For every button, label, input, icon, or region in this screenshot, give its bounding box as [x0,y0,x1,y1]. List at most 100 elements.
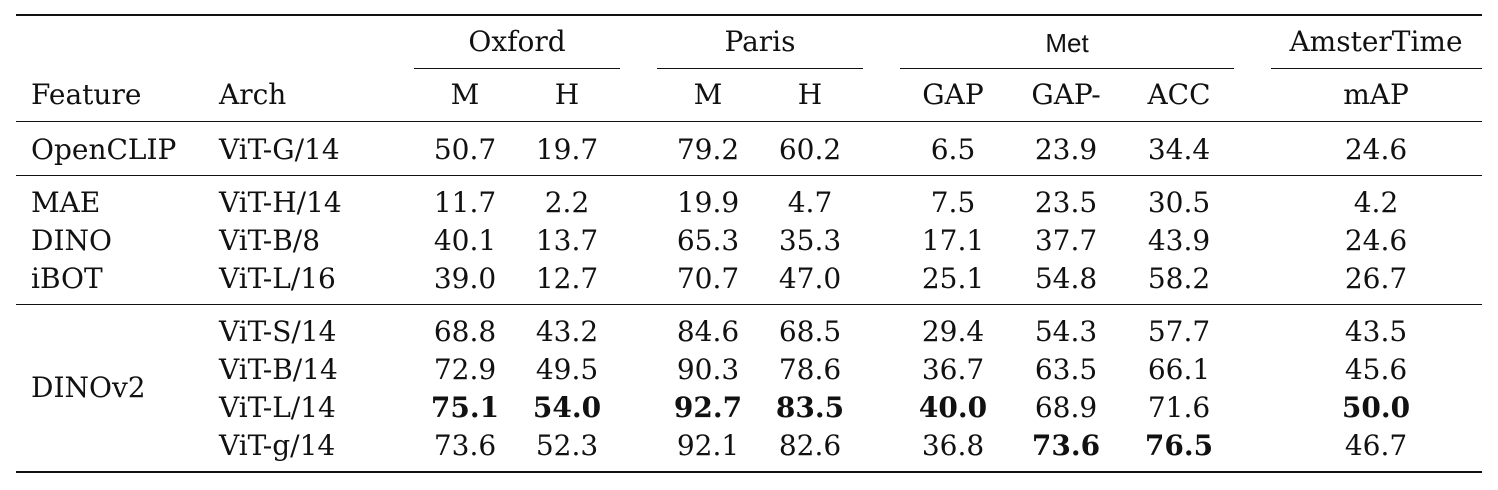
value-cell-met-gap-minus: 54.8 [1034,262,1098,295]
value-cell-met-acc: 76.5 [1144,429,1214,462]
value-cell-paris-m: 84.6 [676,315,740,348]
value-cell-met-gap-minus: 63.5 [1034,353,1098,386]
value-cell-paris-h: 78.6 [778,353,842,386]
value-cell-oxford-h: 19.7 [535,133,599,166]
feature-cell: OpenCLIP [31,133,177,166]
column-header-met-gap: GAP [922,78,984,111]
value-cell-paris-m: 19.9 [676,186,740,219]
value-cell-paris-m: 70.7 [676,262,740,295]
value-cell-oxford-m: 40.1 [433,224,497,257]
column-header-met-acc: ACC [1147,78,1211,111]
value-cell-amstertime-map: 43.5 [1344,315,1408,348]
arch-cell: ViT-B/14 [219,353,338,386]
value-cell-paris-m: 90.3 [676,353,740,386]
value-cell-oxford-h: 52.3 [535,429,599,462]
arch-cell: ViT-H/14 [219,186,342,219]
value-cell-met-gap-minus: 73.6 [1031,429,1101,462]
amstertime-cmidrule [1271,68,1482,69]
group-header-met: Met [1045,28,1089,58]
value-cell-met-gap-minus: 54.3 [1034,315,1098,348]
paris-cmidrule [657,68,863,69]
section-rule-2 [16,304,1482,305]
value-cell-met-acc: 66.1 [1147,353,1211,386]
arch-cell: ViT-B/8 [219,224,321,257]
arch-cell: ViT-g/14 [219,429,336,462]
value-cell-paris-h: 35.3 [778,224,842,257]
value-cell-paris-h: 47.0 [778,262,842,295]
value-cell-oxford-m: 68.8 [433,315,497,348]
feature-cell: MAE [31,186,101,219]
value-cell-paris-h: 68.5 [778,315,842,348]
column-header-oxford-m: M [450,78,480,111]
value-cell-met-gap-minus: 23.9 [1034,133,1098,166]
value-cell-amstertime-map: 24.6 [1344,224,1408,257]
column-header-arch: Arch [219,78,287,111]
value-cell-oxford-h: 12.7 [535,262,599,295]
bottom-rule [16,471,1482,473]
arch-cell: ViT-L/14 [219,391,336,424]
value-cell-paris-m: 92.1 [676,429,740,462]
value-cell-met-gap: 29.4 [921,315,985,348]
value-cell-amstertime-map: 45.6 [1344,353,1408,386]
value-cell-met-gap: 36.8 [921,429,985,462]
value-cell-amstertime-map: 4.2 [1353,186,1399,219]
value-cell-paris-m: 92.7 [673,391,743,424]
oxford-cmidrule [414,68,620,69]
value-cell-met-acc: 30.5 [1147,186,1211,219]
value-cell-met-gap: 40.0 [918,391,988,424]
group-header-amstertime: AmsterTime [1289,25,1463,58]
value-cell-met-gap-minus: 37.7 [1034,224,1098,257]
column-header-paris-m: M [693,78,723,111]
value-cell-met-acc: 43.9 [1147,224,1211,257]
value-cell-met-gap: 36.7 [921,353,985,386]
value-cell-met-gap: 6.5 [930,133,976,166]
value-cell-met-gap: 17.1 [921,224,985,257]
arch-cell: ViT-L/16 [219,262,336,295]
value-cell-oxford-m: 11.7 [433,186,497,219]
met-cmidrule [900,68,1234,69]
column-header-feature: Feature [31,78,142,111]
value-cell-paris-h: 82.6 [778,429,842,462]
value-cell-met-gap-minus: 23.5 [1034,186,1098,219]
value-cell-oxford-h: 54.0 [532,391,602,424]
value-cell-met-acc: 71.6 [1147,391,1211,424]
value-cell-met-acc: 58.2 [1147,262,1211,295]
feature-dinov2: DINOv2 [31,371,146,404]
value-cell-paris-m: 65.3 [676,224,740,257]
value-cell-oxford-h: 2.2 [544,186,590,219]
value-cell-amstertime-map: 24.6 [1344,133,1408,166]
group-header-oxford: Oxford [468,25,566,58]
value-cell-oxford-m: 73.6 [433,429,497,462]
value-cell-met-acc: 57.7 [1147,315,1211,348]
value-cell-met-acc: 34.4 [1147,133,1211,166]
column-header-oxford-h: H [554,78,580,111]
group-header-paris: Paris [724,25,796,58]
value-cell-paris-m: 79.2 [676,133,740,166]
value-cell-met-gap: 7.5 [930,186,976,219]
arch-cell: ViT-G/14 [219,133,340,166]
value-cell-oxford-h: 49.5 [535,353,599,386]
column-header-met-gap-minus: GAP- [1031,78,1101,111]
value-cell-oxford-m: 39.0 [433,262,497,295]
value-cell-oxford-m: 75.1 [430,391,500,424]
section-rule-1 [16,175,1482,176]
value-cell-paris-h: 83.5 [775,391,845,424]
feature-cell: iBOT [31,262,103,295]
column-header-paris-h: H [797,78,823,111]
value-cell-oxford-m: 72.9 [433,353,497,386]
header-rule [16,121,1482,122]
value-cell-oxford-h: 13.7 [535,224,599,257]
value-cell-paris-h: 4.7 [787,186,833,219]
value-cell-oxford-m: 50.7 [433,133,497,166]
column-header-amstertime-map: mAP [1343,78,1409,111]
value-cell-amstertime-map: 46.7 [1344,429,1408,462]
arch-cell: ViT-S/14 [219,315,337,348]
value-cell-oxford-h: 43.2 [535,315,599,348]
top-rule [16,14,1482,16]
value-cell-paris-h: 60.2 [778,133,842,166]
value-cell-met-gap: 25.1 [921,262,985,295]
value-cell-met-gap-minus: 68.9 [1034,391,1098,424]
feature-cell: DINO [31,224,112,257]
value-cell-amstertime-map: 26.7 [1344,262,1408,295]
value-cell-amstertime-map: 50.0 [1341,391,1411,424]
